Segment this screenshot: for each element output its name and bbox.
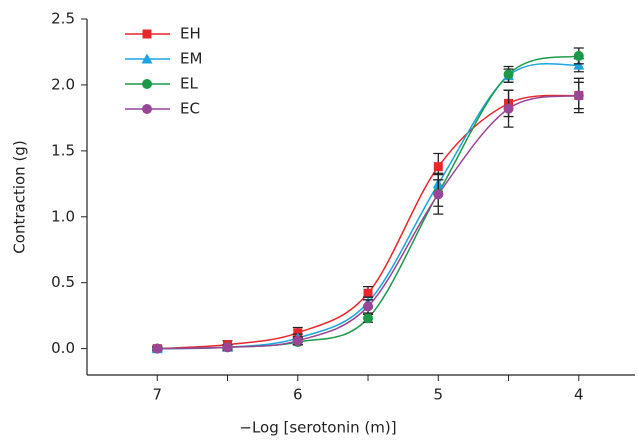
data-point (573, 50, 584, 61)
x-axis-label: −Log [serotonin (m)] (239, 419, 396, 437)
legend-marker (141, 53, 153, 64)
legend-marker (142, 29, 152, 39)
legend-label: EL (180, 75, 198, 93)
data-point (433, 162, 443, 172)
y-tick-label: 0.5 (51, 273, 75, 291)
legend-marker (142, 79, 152, 89)
y-axis-label: Contraction (g) (11, 140, 29, 253)
data-point (292, 335, 303, 346)
data-point (222, 342, 233, 353)
data-point (433, 189, 444, 200)
data-point (363, 313, 374, 324)
data-point (503, 69, 514, 80)
y-tick-label: 2.0 (51, 75, 75, 93)
data-point (573, 59, 585, 70)
data-point (363, 301, 374, 312)
data-point (363, 288, 373, 298)
x-tick-label: 7 (152, 386, 162, 404)
y-tick-label: 2.5 (51, 10, 75, 28)
y-tick-label: 0.0 (51, 339, 75, 357)
legend-marker (142, 104, 152, 114)
x-tick-label: 5 (434, 386, 444, 404)
legend-label: EM (180, 50, 202, 68)
x-tick-label: 6 (293, 386, 303, 404)
data-point (503, 103, 514, 114)
legend-label: EC (180, 100, 200, 118)
legend-label: EH (180, 25, 201, 43)
x-tick-label: 4 (574, 386, 584, 404)
data-point (573, 90, 584, 101)
data-point (152, 343, 163, 354)
y-tick-label: 1.5 (51, 141, 75, 159)
y-tick-label: 1.0 (51, 207, 75, 225)
